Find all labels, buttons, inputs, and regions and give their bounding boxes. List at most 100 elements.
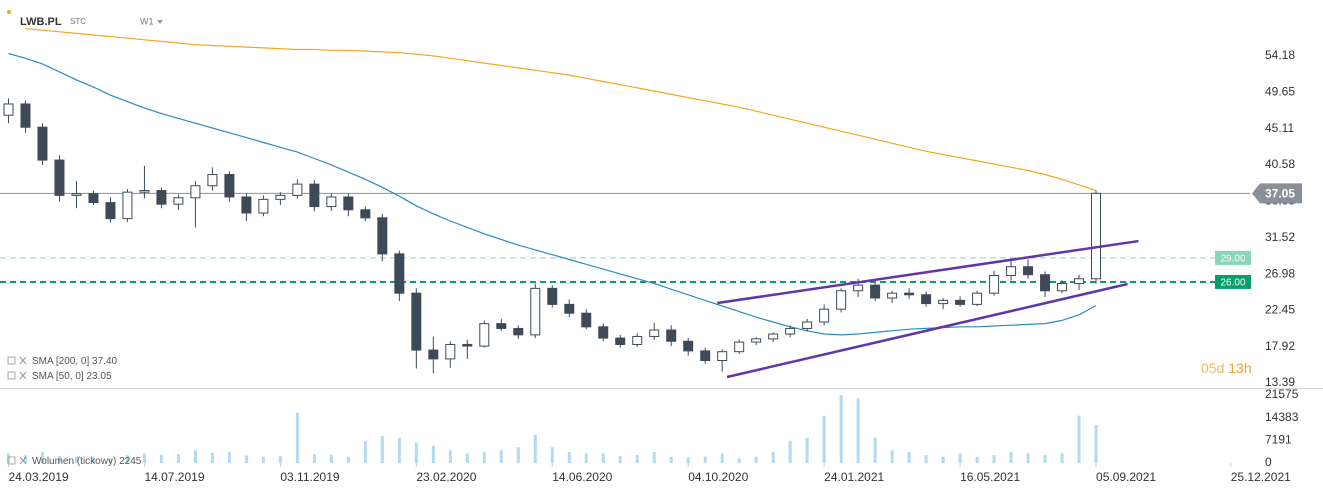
legend-icon[interactable] — [7, 456, 16, 465]
volume-bar — [686, 457, 690, 463]
symbol[interactable]: LWB.PL — [20, 16, 62, 28]
candle-body — [751, 338, 762, 343]
volume-bar — [941, 456, 945, 463]
legend-text: SMA [200, 0] 37.40 — [32, 356, 118, 367]
y-tick-label: 13.39 — [1265, 375, 1295, 389]
y-tick-label: 49.65 — [1265, 85, 1295, 99]
candle-body — [1091, 192, 1102, 280]
legend-name: SMA — [32, 371, 54, 382]
volume-bar — [805, 437, 809, 463]
candle-body — [1074, 278, 1085, 285]
volume-bar — [278, 456, 282, 463]
volume-bar — [771, 451, 775, 463]
candle-body — [3, 103, 14, 116]
volume-bar — [907, 451, 911, 463]
candle-body — [1057, 283, 1068, 292]
candle-body — [938, 299, 949, 305]
sma200-legend: SMA [200, 0] 37.40 — [7, 356, 118, 367]
interval-caret[interactable] — [157, 20, 163, 24]
x-tick-label: 05.09.2021 — [1096, 470, 1156, 484]
countdown: 05d 13h — [1201, 360, 1252, 376]
candle-body — [428, 349, 439, 360]
volume-bar — [788, 440, 792, 463]
level-label-box — [1252, 183, 1302, 204]
volume-bar — [992, 455, 996, 463]
candle-body — [853, 284, 864, 292]
volume-bar — [414, 442, 418, 463]
legend-params: [200, 0] — [56, 356, 90, 367]
interval[interactable]: W1 — [140, 16, 154, 26]
volume-bar — [125, 455, 129, 463]
candle-body — [632, 335, 643, 345]
candle-body — [122, 191, 133, 220]
volume-bar — [431, 445, 435, 463]
legend-close[interactable] — [19, 371, 27, 380]
volume-tick-label: 7191 — [1265, 433, 1292, 447]
candle-body — [972, 292, 983, 305]
candle-body — [462, 343, 473, 347]
candle-body — [88, 193, 99, 204]
candle-body — [37, 126, 48, 161]
volume-bar — [924, 455, 928, 463]
sma50-legend: SMA [50, 0] 23.05 — [7, 371, 112, 382]
candle-body — [989, 275, 1000, 294]
candle-body — [309, 183, 320, 208]
candle-body — [258, 198, 269, 214]
volume-bar — [74, 456, 78, 463]
candle-body — [581, 312, 592, 328]
y-tick-label: 17.92 — [1265, 339, 1295, 353]
countdown-hours: 13h — [1228, 360, 1251, 376]
candle-body — [666, 329, 677, 342]
volume-bar — [567, 451, 571, 463]
candle-body — [20, 103, 31, 128]
volume-bar — [465, 453, 469, 463]
y-tick-label: 40.58 — [1265, 157, 1295, 171]
candle-body — [292, 183, 303, 196]
candle-body — [904, 292, 915, 296]
volume-bar — [329, 455, 333, 463]
legend-name: Wolumen — [32, 456, 74, 467]
y-tick-label: 31.52 — [1265, 230, 1295, 244]
sma-line — [25, 28, 1097, 192]
legend-icon[interactable] — [7, 356, 16, 365]
candle-body — [649, 329, 660, 337]
volume-bar — [1094, 425, 1098, 463]
candle-body — [71, 193, 82, 196]
volume-bar — [550, 447, 554, 463]
x-tick-label: 24.03.2019 — [8, 470, 68, 484]
volume-tick-label: 21575 — [1265, 387, 1299, 401]
candle-body — [241, 196, 252, 214]
volume-bar — [822, 415, 826, 463]
candle-body — [717, 351, 728, 362]
volume-bar — [40, 451, 44, 463]
candle-body — [734, 341, 745, 353]
level-label: 29.00 — [1220, 254, 1245, 265]
countdown-days: 05d — [1201, 360, 1224, 376]
legend-close[interactable] — [19, 356, 27, 365]
candle-body — [377, 217, 388, 255]
legend-icon[interactable] — [7, 371, 16, 380]
candle-body — [105, 202, 116, 220]
volume-legend: Wolumen (tickowy) 2245 — [7, 456, 142, 467]
candle-body — [207, 174, 218, 187]
volume-bar — [635, 455, 639, 463]
candle-body — [598, 326, 609, 339]
volume-bar — [312, 454, 316, 463]
candle-body — [1006, 266, 1017, 277]
legend-close[interactable] — [19, 456, 27, 465]
volume-bar — [601, 453, 605, 463]
y-tick-label: 54.18 — [1265, 48, 1295, 62]
volume-bar — [57, 456, 61, 463]
candle-body — [887, 292, 898, 299]
volume-tick-label: 14383 — [1265, 410, 1299, 424]
candle-body — [836, 290, 847, 310]
candle-body — [360, 209, 371, 219]
volume-bar — [108, 458, 112, 463]
candle-body — [479, 323, 490, 347]
candle-body — [564, 303, 575, 314]
candle-body — [802, 321, 813, 329]
volume-bar — [397, 437, 401, 463]
volume-bar — [533, 434, 537, 463]
legend-text: Wolumen (tickowy) 2245 — [32, 456, 142, 467]
